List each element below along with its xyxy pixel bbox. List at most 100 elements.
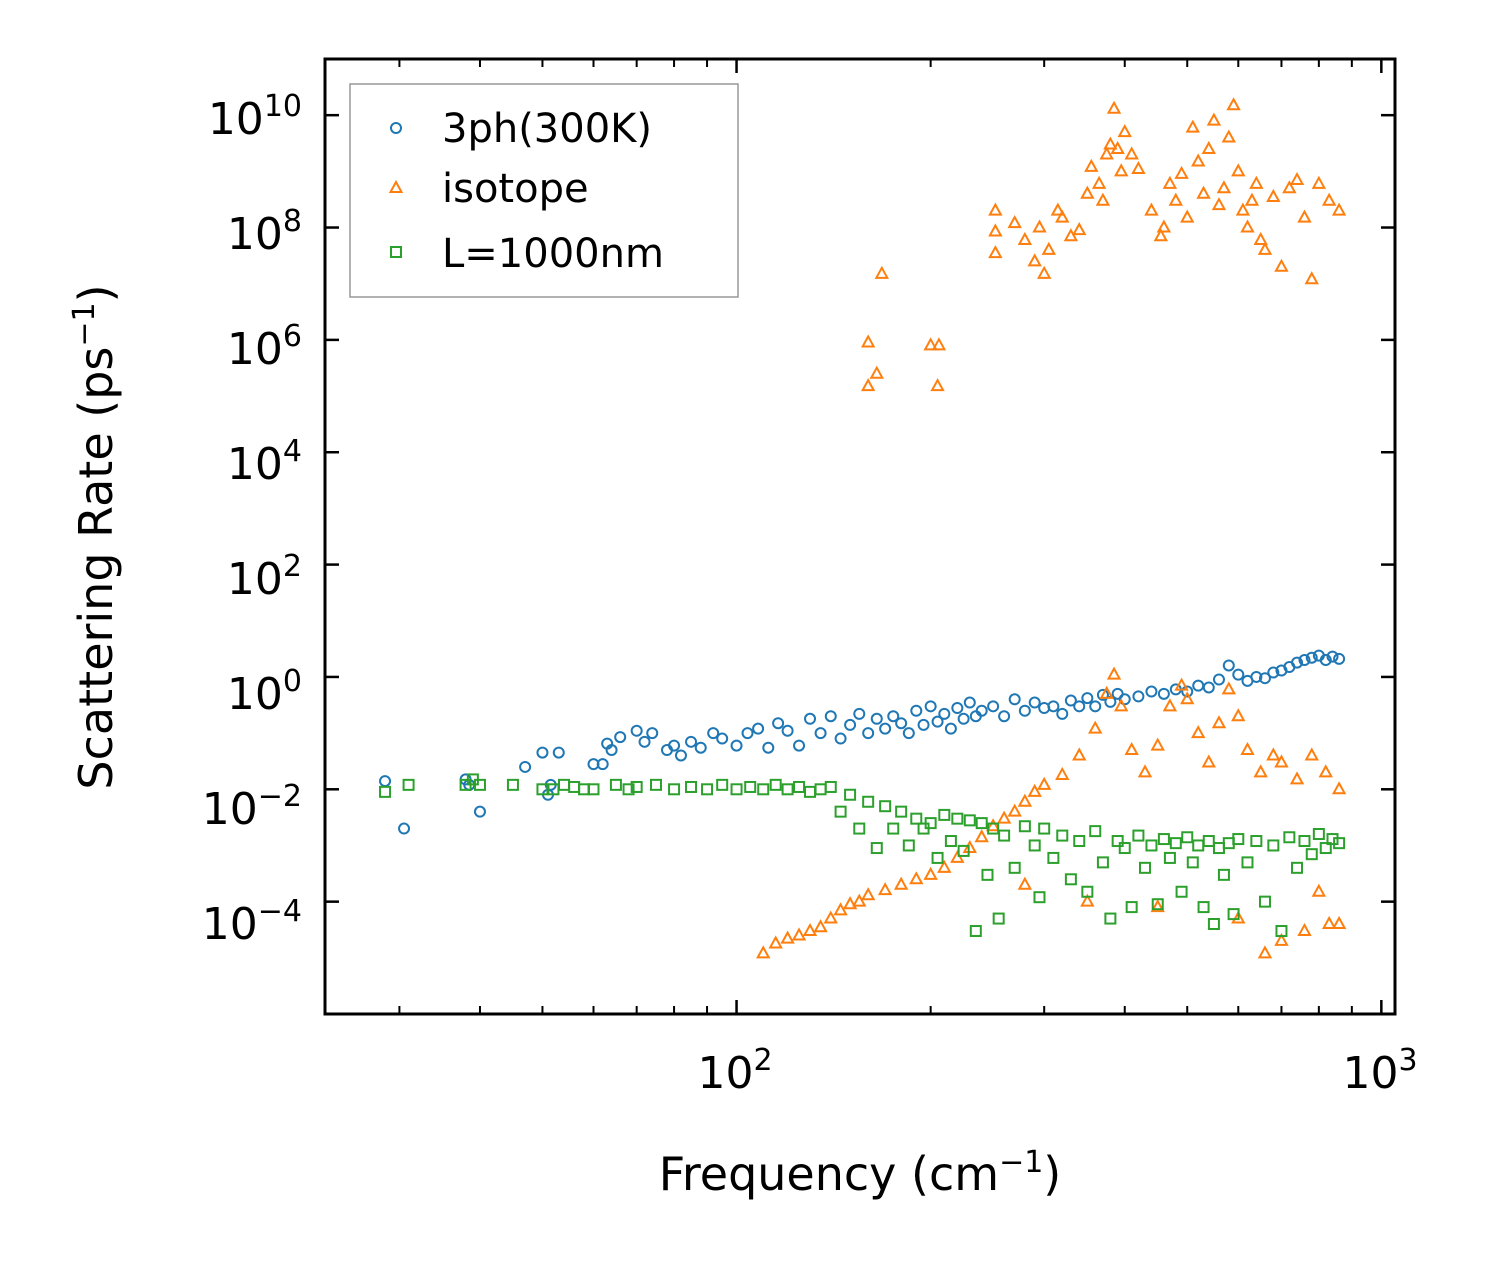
point-3ph-300k (1157, 687, 1170, 700)
point-3ph-300k (614, 731, 627, 744)
point-3ph-300k (473, 805, 486, 818)
point-l-1000nm (1186, 856, 1199, 869)
point-isotope (791, 927, 807, 941)
point-3ph-300k (694, 741, 707, 754)
point-l-1000nm (1333, 837, 1346, 850)
point-l-1000nm (793, 780, 806, 793)
point-l-1000nm (1217, 868, 1230, 881)
point-3ph-300k (638, 735, 651, 748)
point-l-1000nm (834, 805, 847, 818)
point-l-1000nm (992, 912, 1005, 925)
point-l-1000nm (1089, 825, 1102, 838)
point-isotope (1311, 175, 1327, 189)
point-3ph-300k (730, 739, 743, 752)
point-isotope (860, 334, 876, 348)
point-l-1000nm (1305, 848, 1318, 861)
point-3ph-300k (752, 722, 765, 735)
x-axis-title: Frequency (cm−1) (659, 1145, 1062, 1201)
point-isotope (950, 849, 965, 863)
point-isotope (1249, 175, 1264, 189)
legend-label-boundary: L=1000nm (442, 231, 664, 277)
point-isotope (931, 337, 947, 351)
point-3ph-300k (1305, 651, 1318, 664)
point-l-1000nm (1073, 835, 1086, 848)
point-l-1000nm (1132, 829, 1145, 842)
point-l-1000nm (853, 822, 866, 835)
point-isotope (1304, 271, 1319, 285)
point-3ph-300k (668, 739, 681, 752)
point-isotope (1174, 165, 1189, 179)
point-3ph-300k (870, 712, 883, 725)
point-isotope (996, 810, 1012, 824)
point-l-1000nm (1202, 835, 1215, 848)
point-3ph-300k (951, 701, 964, 714)
point-isotope (893, 876, 909, 890)
point-isotope (1311, 883, 1327, 897)
point-l-1000nm (1283, 831, 1296, 844)
point-l-1000nm (609, 778, 622, 791)
point-l-1000nm (622, 783, 635, 796)
point-3ph-300k (987, 700, 1000, 713)
point-isotope (1196, 185, 1211, 199)
point-3ph-300k (741, 727, 754, 740)
point-isotope (1231, 708, 1246, 722)
point-3ph-300k (963, 696, 976, 709)
point-3ph-300k (1222, 659, 1235, 672)
point-l-1000nm (1181, 831, 1194, 844)
point-isotope (909, 871, 924, 885)
point-isotope (1027, 783, 1042, 797)
point-isotope (1231, 910, 1246, 924)
point-l-1000nm (1056, 829, 1069, 842)
point-isotope (1080, 893, 1095, 907)
legend-box (349, 83, 739, 298)
point-3ph-300k (781, 724, 794, 737)
point-l-1000nm (938, 808, 951, 821)
point-l-1000nm (1267, 839, 1280, 852)
point-l-1000nm (902, 839, 915, 852)
point-isotope (1221, 681, 1236, 695)
point-isotope (1180, 691, 1195, 705)
point-isotope (1191, 725, 1206, 739)
point-l-1000nm (1151, 898, 1164, 911)
point-isotope (1088, 720, 1103, 734)
point-isotope (1124, 741, 1139, 756)
point-isotope (874, 265, 890, 279)
point-l-1000nm (944, 835, 957, 848)
point-3ph-300k (716, 732, 729, 745)
point-isotope (1017, 793, 1033, 807)
point-isotope (1156, 219, 1172, 233)
point-3ph-300k (944, 722, 957, 735)
point-isotope (1231, 163, 1246, 177)
point-l-1000nm (730, 783, 743, 796)
point-l-1000nm (587, 783, 600, 796)
point-isotope (1211, 715, 1227, 729)
point-l-1000nm (1169, 837, 1182, 850)
point-isotope (833, 902, 848, 916)
point-3ph-300k (902, 727, 915, 740)
point-3ph-300k (596, 758, 609, 771)
point-isotope (1017, 231, 1033, 245)
y-axis-title: Scattering Rate (ps−1) (67, 284, 123, 789)
point-l-1000nm (998, 829, 1011, 842)
point-isotope (1201, 754, 1216, 768)
x-tick-label-1000: 103 (1342, 1043, 1417, 1099)
point-3ph-300k (1212, 673, 1225, 686)
point-l-1000nm (1163, 851, 1176, 864)
point-l-1000nm (1096, 856, 1109, 869)
point-isotope (1099, 685, 1114, 699)
point-l-1000nm (1033, 891, 1046, 904)
x-tick-label-100: 102 (697, 1043, 772, 1099)
point-l-1000nm (951, 812, 964, 825)
point-isotope (1331, 781, 1347, 795)
point-l-1000nm (957, 844, 970, 857)
y-tick-label-1e8: 108 (227, 204, 302, 260)
point-3ph-300k (646, 727, 659, 740)
point-isotope (1137, 764, 1153, 778)
point-l-1000nm (1275, 925, 1288, 938)
point-isotope (923, 337, 938, 351)
point-l-1000nm (1291, 861, 1304, 874)
point-isotope (1331, 202, 1347, 216)
point-l-1000nm (824, 780, 837, 793)
point-3ph-300k (1132, 690, 1145, 703)
point-l-1000nm (568, 780, 581, 793)
